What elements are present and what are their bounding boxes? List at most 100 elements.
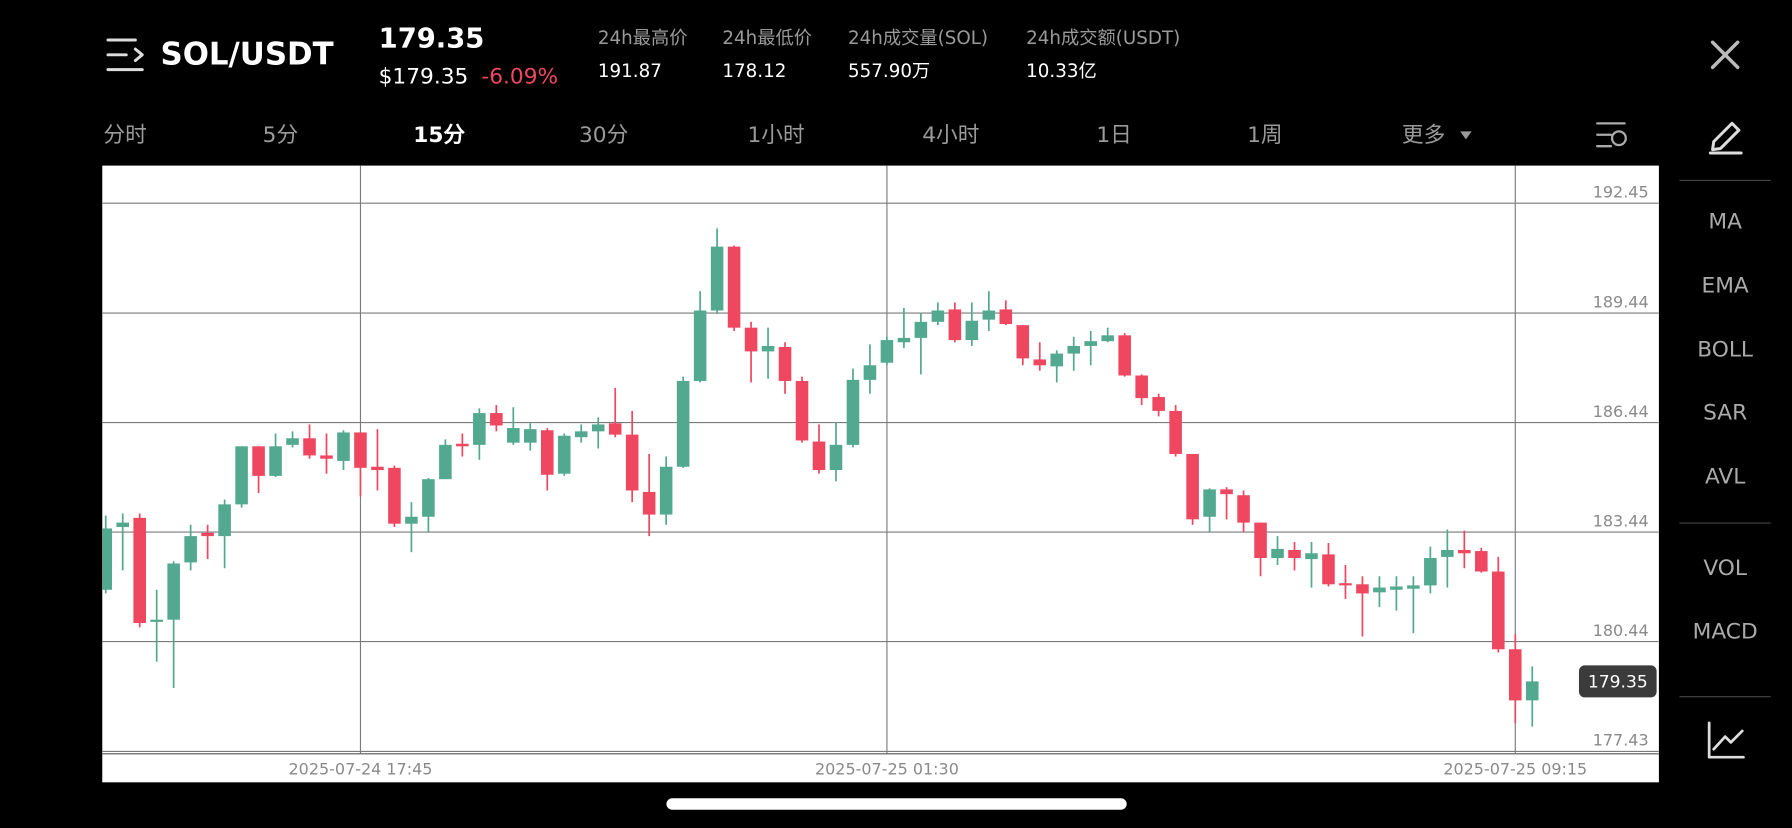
x-tick-label: 2025-07-25 09:15 <box>1443 759 1587 778</box>
x-tick-label: 2025-07-24 17:45 <box>289 759 433 778</box>
indicator-button[interactable]: MACD <box>1693 620 1758 645</box>
candle-body <box>1050 353 1064 367</box>
candle-body <box>473 413 486 445</box>
candle-body <box>286 438 299 445</box>
candle-body <box>931 310 945 322</box>
candle-body <box>625 434 639 491</box>
timeframe-tab[interactable]: 1小时 <box>747 123 804 148</box>
candle-body <box>269 446 282 476</box>
menu-icon[interactable] <box>106 38 144 72</box>
usd-price: $179.35 <box>379 65 469 90</box>
candle-body <box>676 380 690 467</box>
candle-body <box>999 309 1013 325</box>
candle-body <box>1288 549 1301 559</box>
settings-icon[interactable] <box>1596 122 1627 148</box>
candle-body <box>252 446 265 476</box>
timeframe-tab[interactable]: 1日 <box>1096 123 1132 148</box>
candle-body <box>1508 649 1522 701</box>
stat-value: 557.90万 <box>848 61 930 82</box>
candle-body <box>1339 583 1352 586</box>
y-tick-label: 192.45 <box>1593 182 1649 201</box>
candle-body <box>965 320 979 341</box>
candle-body <box>456 443 469 447</box>
candle-body <box>557 435 571 474</box>
candle-body <box>439 444 452 480</box>
candle-body <box>371 466 384 471</box>
candle-body <box>102 528 113 590</box>
candle-body <box>150 619 163 622</box>
candle-body <box>1424 558 1437 586</box>
timeframe-tab[interactable]: 30分 <box>579 123 628 148</box>
candle-body <box>524 429 537 443</box>
candle-body <box>490 413 503 426</box>
chart-area <box>102 165 1659 783</box>
draw-icon[interactable] <box>1708 121 1743 155</box>
stat-value: 178.12 <box>722 61 786 82</box>
timeframe-tab[interactable]: 15分 <box>413 123 465 148</box>
indicator-button[interactable]: MA <box>1708 210 1742 235</box>
timeframe-tab[interactable]: 4小时 <box>922 123 979 148</box>
candle-body <box>1169 410 1182 454</box>
candle-body <box>303 438 316 456</box>
candle-body <box>1492 571 1505 650</box>
candle-body <box>388 467 401 524</box>
candle-body <box>880 340 894 363</box>
candle-body <box>1033 359 1047 366</box>
candle-body <box>1356 584 1369 594</box>
candle-body <box>133 517 146 623</box>
candle-body <box>1084 341 1097 346</box>
candle-body <box>1475 551 1488 572</box>
chart-style-icon[interactable] <box>1707 721 1745 759</box>
candle-body <box>235 446 248 505</box>
candle-body <box>1254 522 1267 559</box>
timeframe-tab[interactable]: 1周 <box>1247 123 1283 148</box>
candle-body <box>1373 587 1386 593</box>
indicator-button[interactable]: VOL <box>1703 556 1747 581</box>
candle-body <box>218 504 231 537</box>
candle-body <box>201 532 214 537</box>
indicator-button[interactable]: BOLL <box>1697 338 1753 363</box>
candle-body <box>863 365 877 380</box>
candle-body <box>1016 325 1030 359</box>
candle-body <box>337 432 350 461</box>
candle-body <box>761 345 775 352</box>
candle-body <box>320 455 333 459</box>
candle-body <box>167 563 180 620</box>
dropdown-arrow <box>1460 131 1472 140</box>
candle-body <box>184 536 197 563</box>
candle-body <box>1067 345 1081 354</box>
x-tick-label: 2025-07-25 01:30 <box>815 759 959 778</box>
candle-body <box>778 347 792 381</box>
pair: SOL/USDT <box>161 36 334 72</box>
stat-label: 24h成交额(USDT) <box>1026 28 1180 49</box>
candle-body <box>1441 549 1454 557</box>
candle-body <box>574 431 588 438</box>
candle-body <box>1458 549 1471 554</box>
stat-label: 24h成交量(SOL) <box>848 28 988 49</box>
candle-body <box>693 310 707 381</box>
y-tick-label: 189.44 <box>1593 292 1649 311</box>
candle-body <box>422 479 435 517</box>
indicator-button[interactable]: AVL <box>1705 464 1745 489</box>
price-badge-label: 179.35 <box>1588 673 1648 693</box>
close-icon[interactable] <box>1710 40 1740 70</box>
candle-body <box>1322 554 1335 585</box>
price-badge <box>1578 665 1657 698</box>
candle-body <box>507 428 520 443</box>
timeframe-tab[interactable]: 分时 <box>103 123 146 148</box>
change: -6.09% <box>481 65 558 90</box>
candle-body <box>354 432 367 468</box>
candle-body <box>795 380 809 441</box>
candle-body <box>1305 553 1318 560</box>
indicator-button[interactable]: EMA <box>1702 274 1749 299</box>
candle-body <box>710 246 724 311</box>
timeframe-tab[interactable]: 更多 <box>1402 123 1445 148</box>
candle-body <box>116 522 129 527</box>
y-tick-label: 180.44 <box>1593 621 1649 640</box>
indicator-button[interactable]: SAR <box>1703 400 1747 425</box>
candle-body <box>642 491 656 515</box>
candle-body <box>829 444 843 471</box>
timeframe-tab[interactable]: 5分 <box>263 123 298 148</box>
